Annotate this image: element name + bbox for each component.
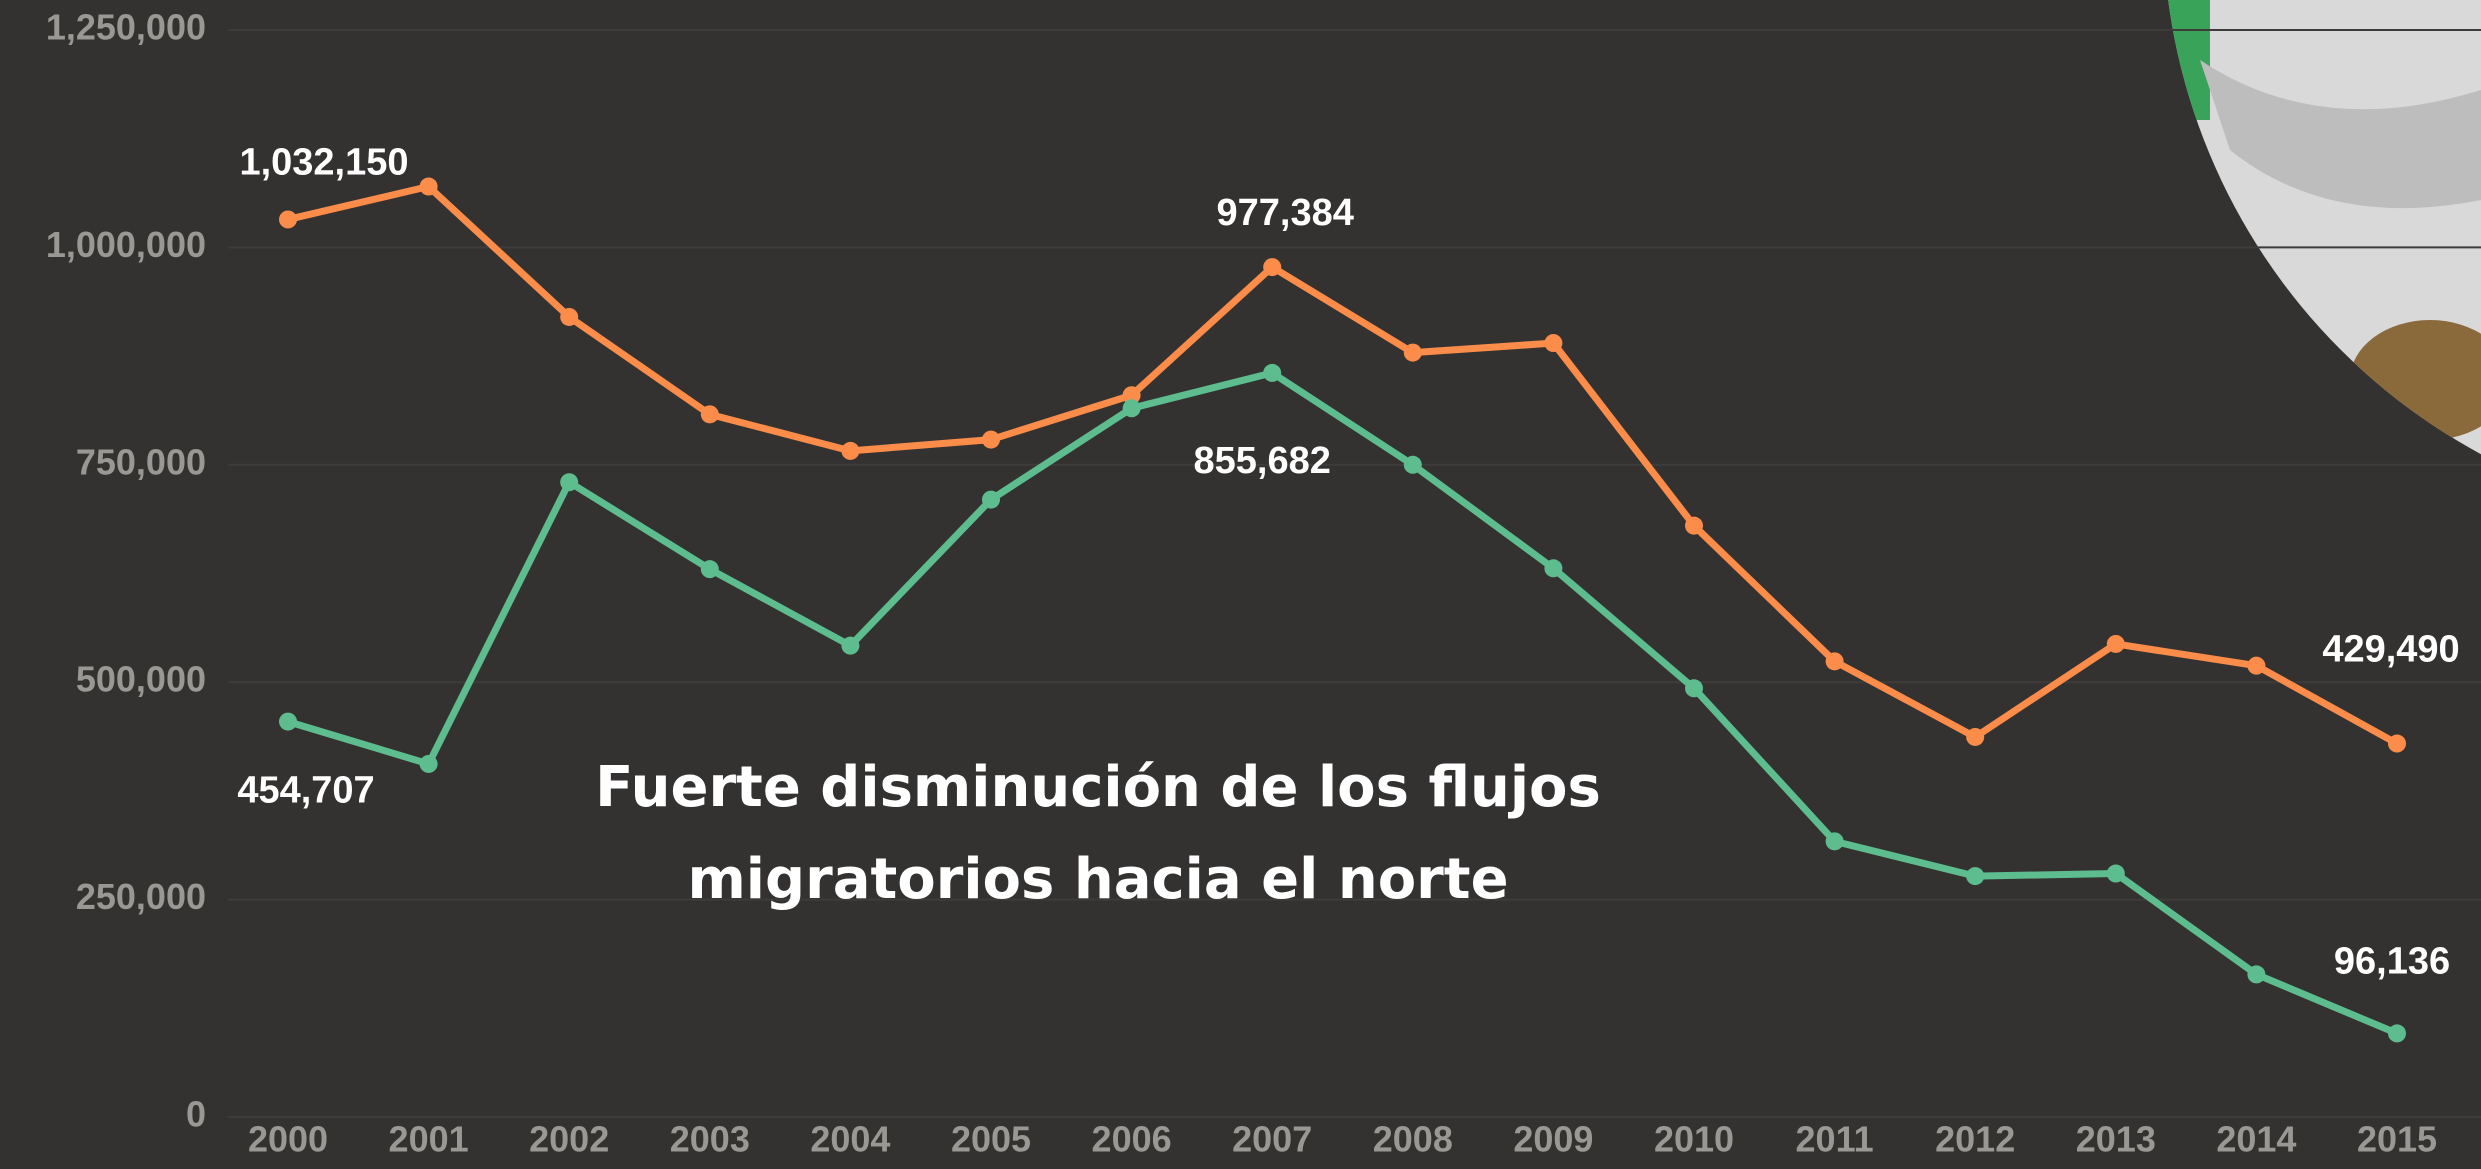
point (1966, 727, 1985, 746)
point (1544, 559, 1563, 578)
point (1122, 399, 1141, 418)
point (1966, 867, 1985, 886)
point (700, 405, 719, 424)
point (279, 712, 297, 731)
x-tick-label: 2008 (1373, 1119, 1453, 1160)
point (1122, 386, 1141, 405)
point (2247, 965, 2266, 984)
x-tick-label: 2015 (2357, 1119, 2437, 1160)
x-tick-label: 2013 (2076, 1119, 2156, 1160)
x-tick-label: 2012 (1935, 1119, 2015, 1160)
point (1825, 652, 1844, 671)
x-tick-label: 2003 (670, 1119, 750, 1160)
x-tick-label: 2009 (1513, 1119, 1593, 1160)
value-label: 96,136 (2334, 940, 2450, 982)
point (2106, 634, 2125, 653)
point (1544, 334, 1563, 353)
point (2106, 864, 2125, 883)
point (1263, 258, 1282, 277)
point (982, 430, 1000, 449)
point (560, 307, 579, 326)
point (2388, 734, 2406, 753)
x-tick-label: 2001 (389, 1119, 469, 1160)
line (287, 183, 2399, 747)
y-tick-label: 1,000,000 (46, 224, 206, 265)
x-tick-label: 2005 (951, 1119, 1031, 1160)
value-label: 454,707 (237, 770, 374, 812)
line (286, 369, 2399, 1037)
x-tick-label: 2002 (529, 1119, 609, 1160)
y-tick-label: 0 (186, 1094, 206, 1135)
point (279, 210, 297, 229)
point (560, 473, 579, 492)
point (2388, 1024, 2406, 1043)
x-tick-label: 2010 (1654, 1119, 1734, 1160)
y-tick-label: 500,000 (76, 659, 206, 700)
value-label: 855,682 (1194, 440, 1331, 482)
point (1403, 455, 1422, 474)
point (419, 177, 438, 196)
point (1263, 363, 1282, 382)
x-tick-label: 2011 (1796, 1119, 1874, 1160)
value-label: 429,490 (2322, 629, 2459, 671)
point (1685, 679, 1703, 698)
point (1825, 832, 1844, 851)
y-tick-label: 250,000 (76, 876, 206, 917)
y-tick-label: 750,000 (76, 441, 206, 482)
point (982, 490, 1000, 509)
point (841, 441, 860, 460)
x-tick-label: 2014 (2216, 1119, 2296, 1160)
value-label: 1,032,150 (239, 141, 408, 183)
point (700, 560, 719, 579)
point (2247, 656, 2266, 675)
point (1685, 516, 1703, 535)
x-tick-label: 2007 (1232, 1119, 1312, 1160)
x-tick-label: 2006 (1092, 1119, 1172, 1160)
chart-title: migratorios hacia el norte (687, 847, 1508, 912)
chart-title: Fuerte disminución de los flujos (595, 755, 1601, 820)
point (841, 636, 860, 655)
point (419, 754, 438, 773)
x-tick-label: 2000 (248, 1119, 328, 1160)
x-tick-label: 2004 (810, 1119, 890, 1160)
y-tick-label: 1,250,000 (46, 7, 206, 48)
value-label: 977,384 (1217, 192, 1354, 234)
point (1403, 343, 1422, 362)
